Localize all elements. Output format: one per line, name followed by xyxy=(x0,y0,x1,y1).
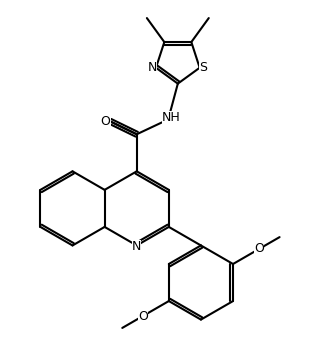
Text: O: O xyxy=(101,115,110,128)
Text: NH: NH xyxy=(162,111,180,125)
Text: O: O xyxy=(254,243,264,255)
Text: N: N xyxy=(148,61,157,74)
Text: N: N xyxy=(132,240,141,253)
Text: S: S xyxy=(199,61,207,74)
Text: O: O xyxy=(138,310,148,322)
